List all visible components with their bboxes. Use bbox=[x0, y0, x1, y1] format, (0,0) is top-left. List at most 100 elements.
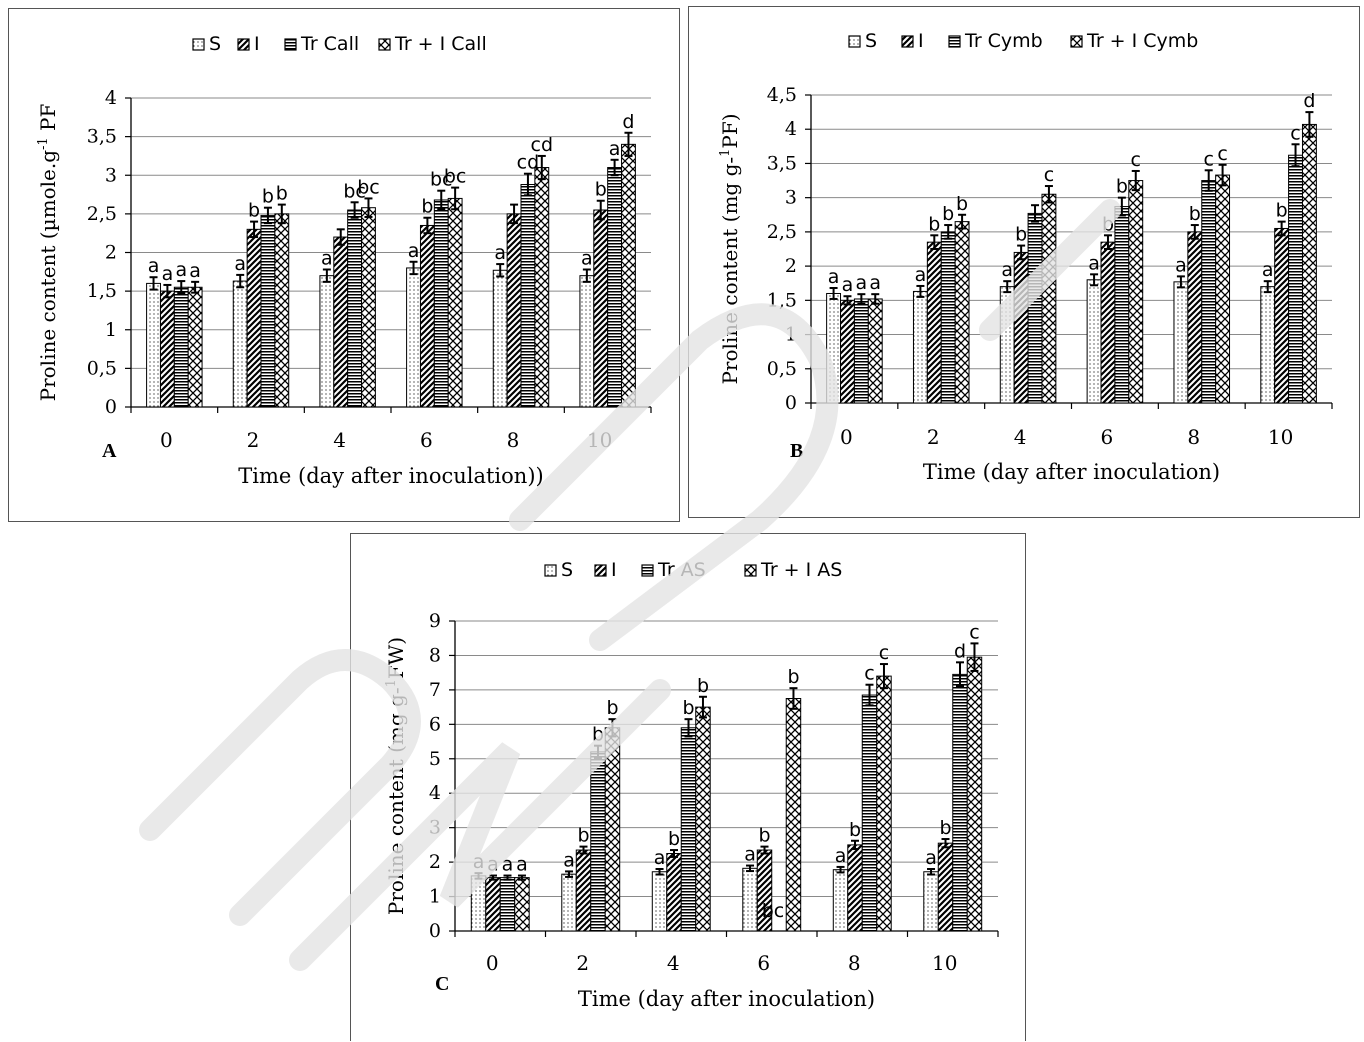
x-tick-label: 8 bbox=[507, 428, 520, 452]
panel-letter: B bbox=[790, 440, 803, 462]
bar-s-2 bbox=[912, 290, 928, 404]
bar-tr-i-as-8 bbox=[876, 675, 892, 932]
significance-label: a bbox=[516, 854, 528, 876]
bar-s-10 bbox=[579, 275, 595, 408]
significance-label: a bbox=[473, 851, 485, 873]
bar-tr-i-as-10 bbox=[966, 656, 983, 932]
legend-swatch bbox=[848, 35, 861, 48]
y-tick-label: 4 bbox=[785, 118, 797, 140]
y-axis-label-sup: -1 bbox=[36, 137, 51, 150]
legend-label: I bbox=[611, 559, 617, 581]
significance-label: a bbox=[842, 274, 854, 296]
bar-tr-call-8 bbox=[520, 184, 536, 408]
significance-label: a bbox=[925, 847, 937, 869]
significance-label: c bbox=[879, 642, 889, 664]
significance-label: b bbox=[421, 196, 433, 218]
bar-tr-i-call-4 bbox=[361, 207, 376, 408]
significance-label: b bbox=[1116, 176, 1128, 198]
bar-tr-call-0 bbox=[173, 286, 189, 408]
significance-label: c bbox=[1044, 164, 1054, 186]
significance-label: b bbox=[1102, 213, 1114, 235]
significance-label: d bbox=[622, 111, 634, 133]
bar-tr-as-4 bbox=[680, 727, 697, 932]
bar-tr-call-2 bbox=[260, 214, 276, 408]
legend-label: I bbox=[254, 33, 260, 55]
y-tick-label: 8 bbox=[429, 644, 441, 666]
legend-swatch bbox=[1070, 35, 1083, 48]
bar-tr-cymb-4 bbox=[1027, 212, 1043, 404]
significance-label: a bbox=[744, 844, 756, 866]
x-tick-label: 8 bbox=[848, 951, 861, 975]
significance-label: b bbox=[592, 724, 604, 746]
x-tick-label: 4 bbox=[667, 951, 680, 975]
bar-tr-as-0 bbox=[499, 877, 516, 932]
bar-tr-cymb-0 bbox=[853, 298, 869, 404]
bar-i-0 bbox=[485, 877, 501, 932]
legend-swatch bbox=[378, 38, 391, 51]
significance-label: bc bbox=[357, 176, 380, 198]
significance-label: a bbox=[856, 272, 868, 294]
bar-tr-call-4 bbox=[347, 209, 363, 408]
bar-tr-as-8 bbox=[861, 694, 878, 932]
bar-s-4 bbox=[651, 871, 668, 932]
y-axis-label: Proline content (µmole.g-1 PF bbox=[36, 103, 60, 401]
significance-label: a bbox=[654, 847, 666, 869]
bar-tr-i-call-10 bbox=[621, 143, 636, 408]
significance-label: b bbox=[956, 193, 968, 215]
y-axis-label: Proline content (mg g-1PF) bbox=[718, 113, 742, 384]
bar-i-4 bbox=[666, 853, 682, 932]
bar-tr-i-cymb-2 bbox=[954, 221, 970, 404]
y-tick-label: 0 bbox=[785, 392, 797, 414]
bar-s-0 bbox=[146, 282, 161, 408]
bar-i-2 bbox=[246, 228, 262, 408]
bar-i-2 bbox=[926, 241, 942, 404]
bar-tr-i-cymb-8 bbox=[1215, 174, 1231, 404]
significance-label: d bbox=[954, 640, 966, 662]
chart-panel-b: 0 0,5 1 1,5 2 2,5 3 3,5 4 4,5 0 2 4 6 8 10 a a a a a a a b b b b b a… bbox=[688, 6, 1360, 518]
bar-tr-call-10 bbox=[607, 167, 623, 408]
legend-swatch bbox=[237, 38, 250, 51]
significance-label: b bbox=[668, 828, 680, 850]
significance-label: a bbox=[581, 247, 593, 269]
significance-label: cd bbox=[517, 152, 540, 174]
significance-label: a bbox=[1175, 254, 1187, 276]
y-tick-label: 1,5 bbox=[767, 289, 797, 311]
bar-tr-as-2 bbox=[590, 751, 606, 932]
y-axis-label-sup: 1 bbox=[718, 149, 733, 157]
legend-label: S bbox=[865, 30, 877, 52]
significance-label: a bbox=[828, 266, 840, 288]
y-tick-label: 3,5 bbox=[767, 152, 797, 174]
significance-label: a bbox=[321, 247, 333, 269]
legend-swatch bbox=[744, 564, 757, 577]
y-tick-label: 0 bbox=[105, 396, 117, 418]
bar-i-0 bbox=[840, 299, 855, 404]
significance-label: c bbox=[1131, 149, 1141, 171]
significance-label: a bbox=[148, 255, 160, 277]
y-tick-label: 4,5 bbox=[767, 84, 797, 106]
significance-label: a bbox=[869, 272, 881, 294]
significance-label: bc bbox=[430, 169, 453, 191]
x-tick-label: 0 bbox=[840, 425, 853, 449]
bar-tr-i-cymb-6 bbox=[1128, 180, 1144, 404]
x-tick-label: 4 bbox=[1014, 425, 1027, 449]
x-tick-label: 2 bbox=[247, 428, 260, 452]
legend-swatch bbox=[544, 564, 557, 577]
y-tick-label: 9 bbox=[429, 610, 441, 632]
legend-label: Tr + I Cymb bbox=[1086, 30, 1198, 52]
y-axis-label-sup: 1 bbox=[384, 679, 399, 687]
significance-label: b bbox=[248, 200, 260, 222]
x-tick-label: 6 bbox=[420, 428, 433, 452]
legend-swatch bbox=[192, 38, 205, 51]
bar-tr-as-10 bbox=[952, 673, 968, 932]
legend-swatch bbox=[284, 38, 297, 51]
significance-label: b bbox=[787, 666, 799, 688]
y-tick-label: 1 bbox=[105, 319, 117, 341]
significance-label: b bbox=[1015, 224, 1027, 246]
bar-tr-i-cymb-4 bbox=[1041, 193, 1057, 404]
bar-tr-cymb-6 bbox=[1114, 206, 1130, 404]
y-tick-label: 1,5 bbox=[87, 280, 117, 302]
significance-label: a bbox=[175, 259, 187, 281]
bar-i-2 bbox=[575, 849, 592, 932]
